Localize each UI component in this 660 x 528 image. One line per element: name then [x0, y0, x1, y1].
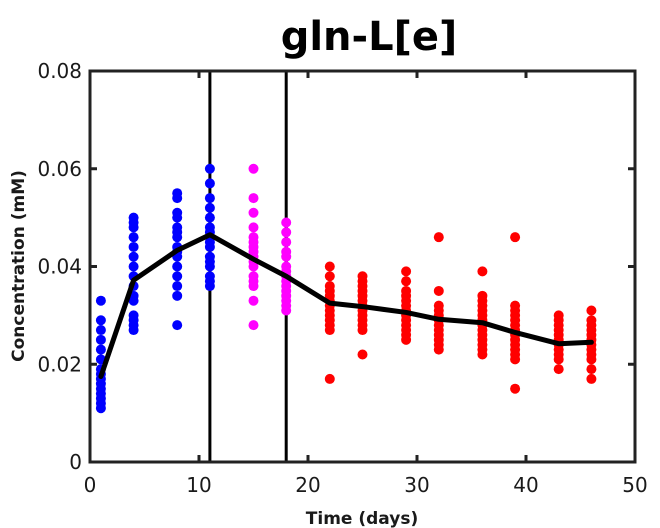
phase3-point-50	[433, 232, 444, 243]
phase1-point-24	[128, 251, 139, 262]
phase1-point-14	[95, 295, 106, 306]
phase1-point-34	[172, 261, 183, 272]
phase3-point-64	[477, 266, 488, 277]
phase3-point-89	[553, 310, 564, 321]
y-tick-label-1: 0.02	[37, 352, 82, 376]
phase1-point-32	[172, 281, 183, 292]
x-tick-label-5: 50	[622, 473, 647, 497]
phase1-point-59	[204, 163, 215, 174]
phase1-point-54	[204, 222, 215, 233]
phase3-point-10	[324, 281, 335, 292]
phase1-point-47	[204, 271, 215, 282]
phase1-point-12	[95, 325, 106, 336]
phase3-point-36	[401, 285, 412, 296]
phase3-point-100	[586, 315, 597, 326]
phase3-point-0	[324, 373, 335, 384]
chart-title: gln-L[e]	[281, 14, 458, 60]
x-tick-label-1: 10	[186, 473, 211, 497]
phase3-point-79	[553, 364, 564, 375]
phase3-point-25	[357, 271, 368, 282]
phase1-point-55	[204, 212, 215, 223]
phase3-point-12	[324, 261, 335, 272]
axis-ticks: 0 10 20 30 40 50 0 0.02 0.04 0.06 0.08	[37, 59, 647, 497]
phase3-point-38	[401, 266, 412, 277]
phase3-point-49	[433, 285, 444, 296]
phase2-point-1	[248, 295, 259, 306]
phase1-point-25	[128, 241, 139, 252]
x-tick-label-4: 40	[513, 473, 538, 497]
x-tick-label-3: 30	[404, 473, 429, 497]
phase2-point-14	[248, 193, 259, 204]
phase3-point-77	[510, 300, 521, 311]
phase1-point-29	[128, 212, 139, 223]
phase1-point-31	[172, 290, 183, 301]
x-tick-label-0: 0	[84, 473, 97, 497]
phase1-point-23	[128, 261, 139, 272]
y-tick-label-3: 0.06	[37, 157, 82, 181]
phase1-point-30	[172, 320, 183, 331]
phase3-point-37	[401, 276, 412, 287]
x-tick-label-2: 20	[295, 473, 320, 497]
phase1-point-13	[95, 315, 106, 326]
phase1-point-58	[204, 178, 215, 189]
phase3-point-101	[586, 305, 597, 316]
y-axis-label: Concentration (mM)	[9, 170, 29, 362]
phase2-point-12	[248, 222, 259, 233]
phase1-point-33	[172, 271, 183, 282]
mean-line	[98, 232, 594, 379]
phase3-point-13	[357, 349, 368, 360]
phase2-point-11	[248, 232, 259, 243]
y-tick-label-4: 0.08	[37, 59, 82, 83]
phase2-point-28	[281, 237, 292, 248]
phase3-point-48	[433, 300, 444, 311]
y-tick-label-0: 0	[69, 450, 82, 474]
y-tick-label-2: 0.04	[37, 255, 82, 279]
phase1-point-40	[172, 222, 183, 233]
phase3-point-63	[477, 290, 488, 301]
phase2-point-15	[248, 163, 259, 174]
phase2-point-13	[248, 207, 259, 218]
phase2-point-29	[281, 227, 292, 238]
phase1-point-52	[204, 237, 215, 248]
x-axis-label: Time (days)	[306, 509, 418, 528]
phase1-point-10	[95, 344, 106, 355]
phase2-point-25	[281, 261, 292, 272]
phase3-point-90	[586, 373, 597, 384]
phase3-point-91	[586, 364, 597, 375]
phase1-point-50	[204, 251, 215, 262]
phase1-point-44	[172, 188, 183, 199]
plot-area	[90, 71, 635, 462]
phase1-point-18	[128, 310, 139, 321]
phase3-point-65	[510, 383, 521, 394]
phase2-point-0	[248, 320, 259, 331]
phase2-point-30	[281, 217, 292, 228]
phase1-point-56	[204, 202, 215, 213]
phase1-point-11	[95, 334, 106, 345]
phase1-point-42	[172, 207, 183, 218]
data-points	[95, 163, 597, 414]
phase2-point-27	[281, 246, 292, 257]
phase1-point-57	[204, 193, 215, 204]
phase3-point-11	[324, 271, 335, 282]
phase3-point-78	[510, 232, 521, 243]
phase1-point-26	[128, 232, 139, 243]
phase2-point-4	[248, 271, 259, 282]
